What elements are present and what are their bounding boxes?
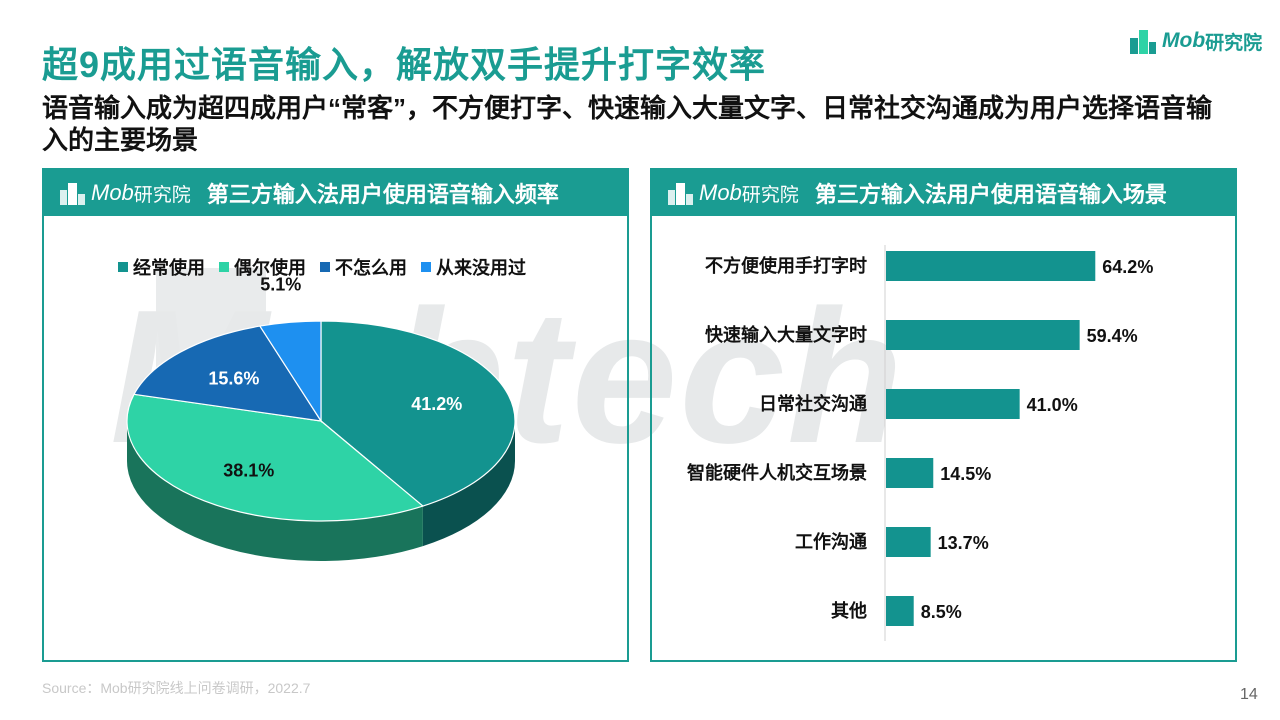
bar-value-label: 41.0% bbox=[1027, 395, 1078, 415]
page-number: 14 bbox=[1240, 686, 1258, 703]
panel-title: 第三方输入法用户使用语音输入场景 bbox=[814, 182, 1167, 207]
page-title: 超9成用过语音输入，解放双手提升打字效率 bbox=[42, 44, 767, 85]
panel-logo-en: Mob bbox=[91, 180, 134, 205]
buildings-icon bbox=[668, 183, 693, 205]
legend-swatch bbox=[320, 262, 330, 272]
bar-value-label: 14.5% bbox=[940, 464, 991, 484]
pie-data-label: 15.6% bbox=[208, 368, 259, 388]
legend-item: 经常使用 bbox=[118, 254, 205, 280]
pie-slice bbox=[126, 393, 425, 522]
bar-category-label: 工作沟通 bbox=[795, 531, 867, 552]
legend-label: 不怎么用 bbox=[335, 258, 407, 278]
bar-value-label: 59.4% bbox=[1087, 326, 1138, 346]
panel-logo-cn: 研究院 bbox=[741, 184, 799, 206]
pie-side-wall bbox=[422, 421, 515, 547]
bar bbox=[886, 527, 931, 557]
legend-swatch bbox=[421, 262, 431, 272]
panel-logo-en: Mob bbox=[699, 180, 742, 205]
pie-data-label: 38.1% bbox=[223, 461, 274, 481]
pie-data-label: 41.2% bbox=[411, 394, 462, 414]
legend-item: 不怎么用 bbox=[320, 254, 407, 280]
bar-category-label: 快速输入大量文字时 bbox=[705, 324, 867, 345]
brand-text-en: Mob bbox=[1162, 29, 1206, 52]
bar-category-label: 日常社交沟通 bbox=[759, 393, 867, 414]
legend-item: 偶尔使用 bbox=[219, 254, 306, 280]
legend-label: 偶尔使用 bbox=[234, 258, 306, 278]
legend-label: 经常使用 bbox=[133, 258, 205, 278]
panel-scenario: Mob 研究院 第三方输入法用户使用语音输入场景 bbox=[650, 168, 1237, 662]
bar-value-label: 8.5% bbox=[921, 602, 962, 622]
brand-text-cn: 研究院 bbox=[1205, 32, 1263, 54]
panel-logo: Mob 研究院 bbox=[666, 180, 799, 207]
pie-side-wall bbox=[127, 421, 423, 561]
buildings-icon bbox=[1130, 30, 1156, 54]
panel-logo: Mob 研究院 bbox=[58, 180, 191, 207]
bar-chart: 不方便使用手打字时 64.2% 快速输入大量文字时 59.4% 日常社交沟通 41.0% 智… bbox=[687, 245, 1153, 641]
bar-category-label: 智能硬件人机交互场景 bbox=[687, 462, 867, 483]
bar-category-label: 其他 bbox=[831, 600, 867, 621]
bar-value-label: 13.7% bbox=[938, 533, 989, 553]
buildings-icon bbox=[60, 183, 85, 205]
panel-header-frequency: Mob 研究院 第三方输入法用户使用语音输入频率 bbox=[44, 170, 627, 216]
panel-title: 第三方输入法用户使用语音输入频率 bbox=[206, 182, 559, 207]
panel-frequency: Mob 研究院 第三方输入法用户使用语音输入频率 bbox=[42, 168, 629, 662]
bar bbox=[886, 251, 1096, 281]
legend-swatch bbox=[118, 262, 128, 272]
legend-swatch bbox=[219, 262, 229, 272]
brand-logo: Mob 研究院 bbox=[1128, 26, 1262, 56]
bar bbox=[886, 389, 1020, 419]
pie-data-label: 5.1% bbox=[260, 275, 301, 295]
legend-item: 从来没用过 bbox=[421, 254, 526, 280]
legend-label: 从来没用过 bbox=[436, 258, 526, 278]
pie-legend: 经常使用 偶尔使用 不怎么用 从来没用过 bbox=[118, 254, 526, 280]
bar-category-label: 不方便使用手打字时 bbox=[705, 255, 867, 276]
pie-slice bbox=[320, 320, 516, 507]
panel-logo-cn: 研究院 bbox=[133, 184, 191, 206]
bar bbox=[886, 320, 1080, 350]
page-subtitle: 语音输入成为超四成用户“常客”，不方便打字、快速输入大量文字、日常社交沟通成为用… bbox=[42, 93, 1213, 155]
pie-side bbox=[127, 421, 515, 561]
pie-slice bbox=[133, 325, 323, 422]
bar bbox=[886, 458, 934, 488]
panel-header-scenario: Mob 研究院 第三方输入法用户使用语音输入场景 bbox=[652, 170, 1235, 216]
bar-value-label: 64.2% bbox=[1102, 257, 1153, 277]
pie-chart: 41.2% 38.1% 15.6% 5.1% bbox=[126, 275, 516, 561]
source-note: Source：Mob研究院线上问卷调研，2022.7 bbox=[42, 680, 311, 696]
bar bbox=[886, 596, 914, 626]
pie-slice bbox=[258, 320, 322, 424]
